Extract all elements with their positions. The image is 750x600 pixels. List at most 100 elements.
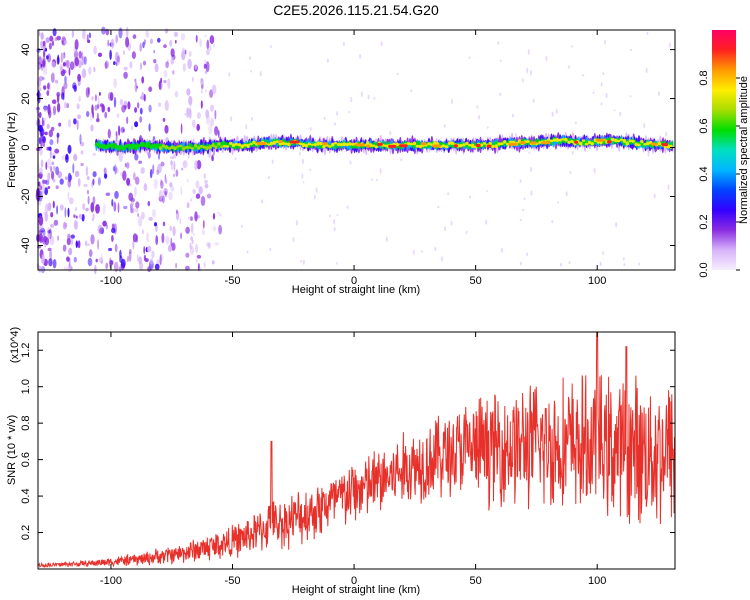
noise-blob — [39, 236, 42, 241]
noise-blob — [115, 34, 118, 44]
noise-blob — [295, 219, 298, 226]
noise-blob — [212, 44, 215, 48]
noise-blob — [147, 201, 150, 207]
noise-blob — [38, 215, 44, 226]
noise-blob — [47, 247, 52, 252]
noise-blob — [412, 249, 415, 256]
ridge-blob — [614, 138, 618, 143]
ridge-blob — [269, 141, 274, 146]
noise-blob — [622, 257, 625, 261]
noise-blob — [105, 262, 109, 270]
noise-blob — [175, 262, 177, 269]
noise-blob — [73, 256, 77, 263]
noise-blob — [143, 183, 148, 192]
noise-blob — [519, 261, 522, 266]
noise-blob — [162, 221, 166, 227]
noise-blob — [56, 132, 60, 138]
noise-blob — [529, 69, 532, 76]
noise-blob — [162, 117, 166, 122]
noise-blob — [75, 206, 78, 212]
noise-blob — [95, 258, 98, 263]
noise-blob — [158, 102, 162, 107]
noise-blob — [514, 132, 517, 139]
spectrogram-frame — [37, 29, 676, 271]
ridge-blob — [549, 139, 554, 143]
ridge-blob — [409, 142, 414, 146]
noise-blob — [151, 250, 155, 259]
noise-blob — [269, 45, 272, 49]
noise-blob — [210, 104, 214, 112]
noise-blob — [53, 219, 59, 226]
spectrogram-marks — [35, 26, 674, 275]
noise-blob — [302, 158, 304, 165]
noise-blob — [85, 165, 89, 177]
colorbar-tick-label: 0.0 — [698, 262, 710, 277]
noise-blob — [269, 247, 272, 251]
ridge-blob — [441, 144, 446, 148]
noise-blob — [131, 125, 133, 131]
ridge-blob — [590, 142, 594, 146]
noise-blob — [122, 170, 127, 181]
noise-blob — [78, 50, 82, 59]
noise-blob — [132, 239, 135, 250]
noise-blob — [157, 163, 162, 174]
noise-blob — [102, 105, 106, 113]
ridge-blob — [447, 141, 452, 145]
noise-blob — [551, 111, 554, 118]
noise-blob — [44, 187, 48, 196]
noise-blob — [245, 124, 248, 130]
noise-blob — [95, 204, 100, 214]
noise-blob — [97, 239, 100, 251]
noise-blob — [142, 60, 147, 66]
ridge-blob — [298, 142, 303, 146]
noise-blob — [623, 263, 626, 267]
noise-blob — [112, 166, 116, 172]
noise-blob — [37, 61, 42, 70]
noise-blob — [56, 93, 60, 104]
noise-blob — [90, 234, 95, 245]
noise-blob — [41, 254, 45, 265]
noise-blob — [43, 117, 47, 122]
ridge-blob — [671, 141, 674, 146]
noise-blob — [94, 104, 98, 111]
snr-x-ticks: -100 -50 0 50 100 — [100, 332, 606, 587]
noise-blob — [189, 102, 192, 107]
noise-blob — [49, 35, 54, 42]
noise-blob — [333, 218, 336, 225]
noise-blob — [600, 102, 603, 106]
noise-blob — [485, 219, 488, 225]
colorbar: 0.0 0.2 0.4 0.6 0.8 Normalized spectral ampl… — [698, 30, 750, 278]
noise-blob — [201, 83, 204, 90]
noise-blob — [102, 203, 106, 215]
noise-blob — [155, 235, 159, 246]
noise-blob — [478, 114, 481, 120]
ridge-blob — [211, 143, 215, 148]
noise-blob — [565, 191, 568, 197]
noise-blob — [50, 224, 55, 228]
ridge-blob — [318, 144, 322, 149]
y-tick-label: 0.6 — [20, 452, 32, 467]
ridge-blob — [471, 143, 475, 148]
noise-blob — [200, 80, 205, 85]
noise-blob — [132, 34, 137, 39]
noise-blob — [134, 186, 137, 197]
ridge-blob — [482, 142, 487, 145]
noise-blob — [174, 39, 177, 44]
noise-blob — [163, 70, 168, 78]
noise-blob — [551, 220, 554, 224]
noise-blob — [145, 30, 150, 38]
noise-blob — [55, 166, 59, 176]
x-tick-label: -50 — [225, 575, 241, 587]
noise-blob — [69, 174, 73, 181]
noise-blob — [571, 150, 574, 155]
noise-blob — [204, 179, 208, 184]
ridge-blob — [120, 147, 125, 150]
y-tick-label: 20 — [20, 92, 32, 104]
ridge-blob — [112, 142, 116, 147]
ridge-blob — [465, 141, 469, 145]
noise-blob — [127, 255, 129, 263]
ridge-peak — [322, 142, 328, 146]
noise-blob — [206, 193, 212, 199]
ridge-blob — [622, 138, 627, 143]
noise-blob — [86, 111, 90, 117]
